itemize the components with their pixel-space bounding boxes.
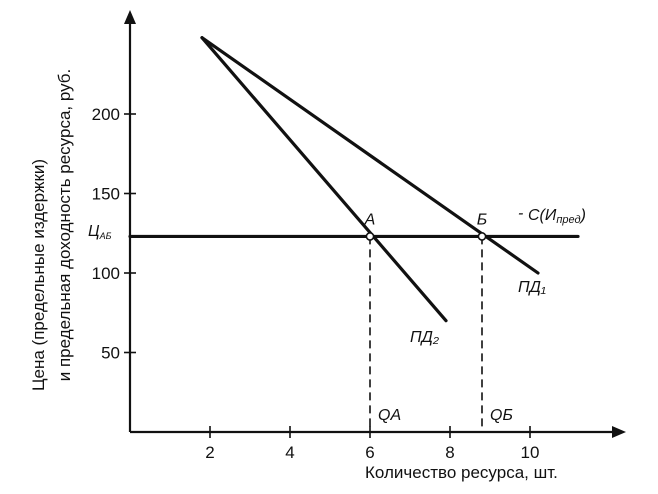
c-label-sub: пред [556, 214, 580, 226]
quantity-label-2: QБ [490, 407, 513, 424]
y-tick-label: 150 [92, 185, 120, 204]
pd1-label: ПД₁ [518, 279, 546, 296]
tsab-label-sub: АБ [99, 231, 112, 241]
tsab-label: ЦАБ [88, 223, 112, 241]
points-group: А QА Б QБ [364, 211, 513, 432]
point-label-2: Б [477, 211, 487, 228]
c-dash-label: - [518, 205, 523, 222]
c-label-main: С(И [528, 207, 557, 224]
ticks-group: 2 4 6 8 10 50 100 150 200 [92, 105, 540, 462]
y-axis-title-line1: Цена (предельные издержки) [29, 159, 48, 391]
tsab-label-main: Ц [88, 223, 100, 240]
quantity-label-1: QА [378, 407, 401, 424]
x-axis-arrow [612, 426, 626, 438]
series-group [128, 36, 580, 323]
y-tick-label: 50 [101, 344, 120, 363]
x-tick-label: 8 [445, 443, 454, 462]
x-tick-label: 10 [521, 443, 540, 462]
x-tick-label: 2 [205, 443, 214, 462]
pd2-label: ПД₂ [410, 329, 439, 346]
equilibrium-point-1 [365, 232, 375, 241]
y-tick-label: 200 [92, 105, 120, 124]
y-axis-arrow [124, 10, 136, 24]
equilibrium-point-2 [477, 232, 487, 241]
c-label: С(Ипред) [528, 207, 586, 226]
c-label-close: ) [579, 207, 586, 224]
y-tick-label: 100 [92, 264, 120, 283]
x-tick-label: 6 [365, 443, 374, 462]
x-tick-label: 4 [285, 443, 294, 462]
point-label-1: А [364, 211, 376, 228]
series-line-2 [200, 36, 448, 323]
x-axis-title: Количество ресурса, шт. [365, 463, 558, 482]
y-axis-title-line2: и предельная доходность ресурса, руб. [55, 69, 74, 382]
